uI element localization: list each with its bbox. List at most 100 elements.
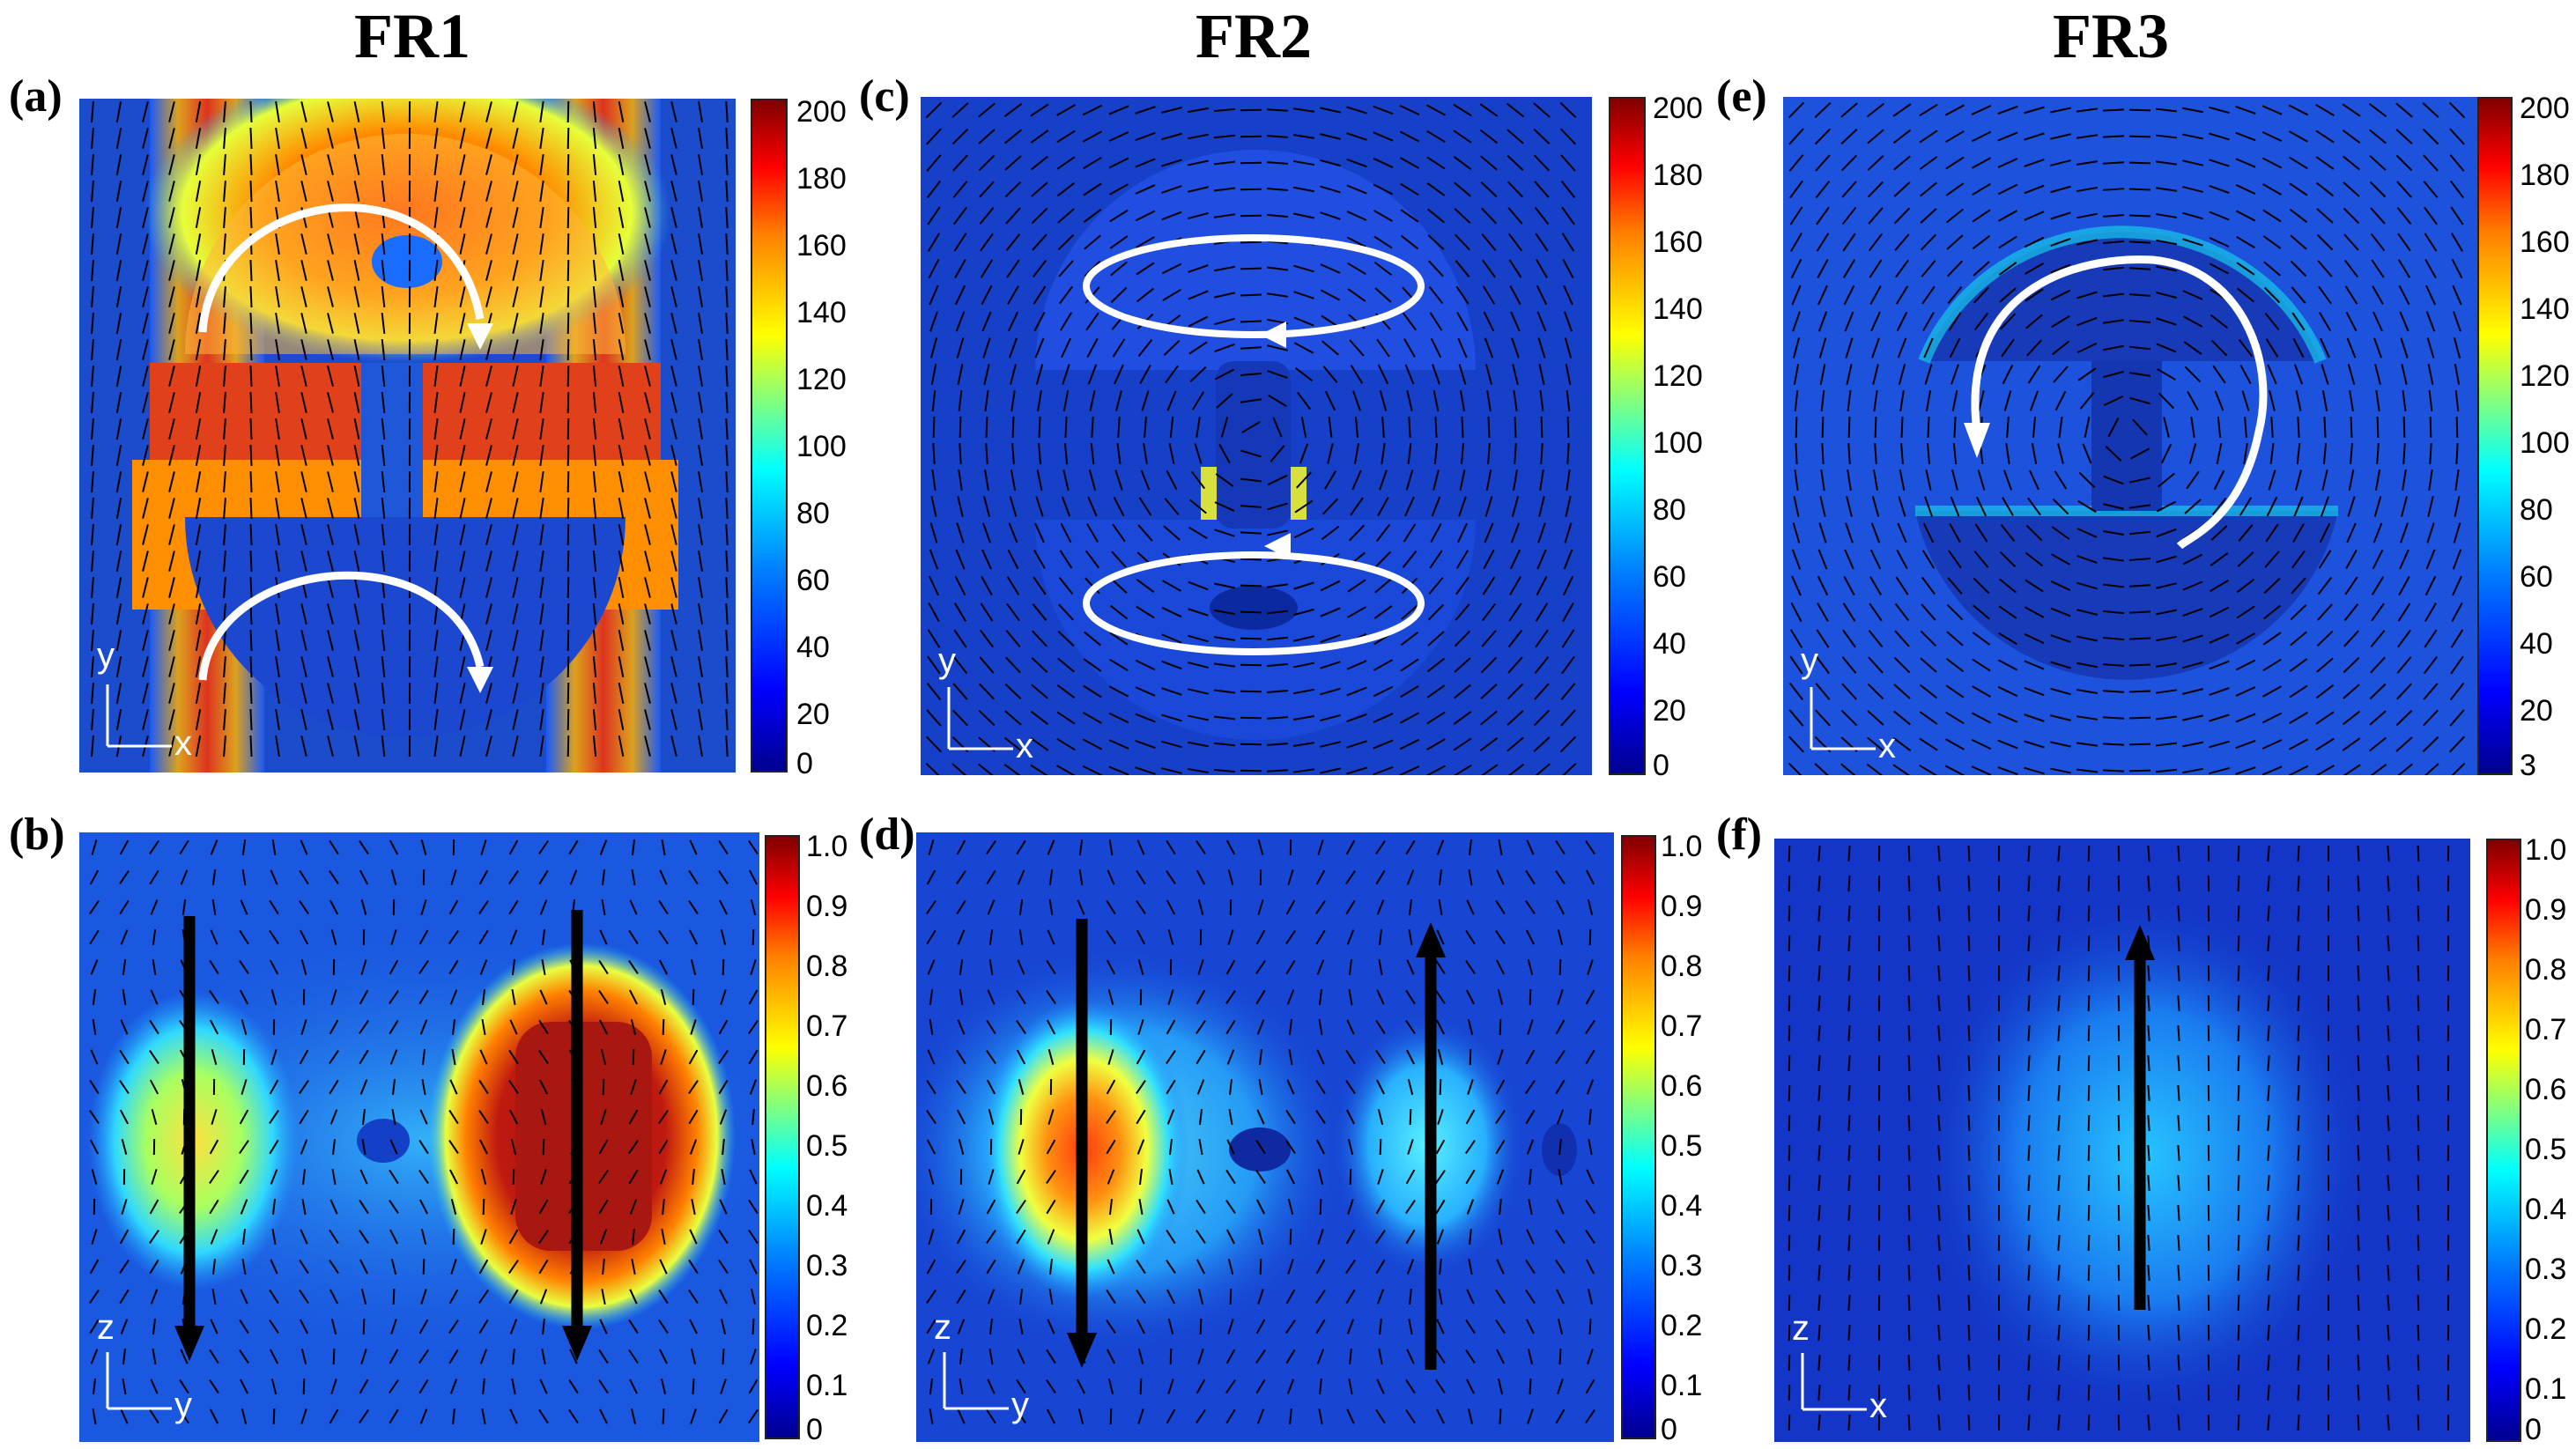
- vector-arrow: [1213, 742, 1236, 747]
- vector-arrow: [1378, 928, 1383, 946]
- panel-a-white-arrowhead-upper: [467, 323, 493, 350]
- vector-arrow: [359, 1049, 369, 1065]
- vector-arrow: [1320, 607, 1341, 617]
- vector-arrow: [1842, 603, 1856, 622]
- vector-arrow: [2397, 233, 2411, 252]
- vector-arrow: [2087, 1324, 2091, 1342]
- vector-arrow: [2316, 233, 2334, 251]
- vector-arrow: [1458, 364, 1467, 385]
- vector-arrow: [1315, 1259, 1326, 1275]
- vector-arrow: [2076, 662, 2098, 669]
- vector-arrow: [718, 1259, 729, 1275]
- vector-arrow: [1540, 442, 1543, 465]
- vector-arrow: [725, 259, 729, 282]
- vector-arrow: [1195, 869, 1206, 885]
- vector-arrow: [459, 471, 466, 492]
- vector-arrow: [618, 154, 625, 175]
- vector-arrow: [1108, 839, 1114, 856]
- vector-arrow: [644, 418, 651, 440]
- vector-arrow: [953, 629, 967, 648]
- vector-arrow: [1874, 442, 1877, 465]
- vector-arrow: [209, 1169, 219, 1185]
- panel-e-axis-indicator: [1810, 687, 1876, 750]
- vector-arrow: [1213, 134, 1236, 139]
- vector-arrow: [1788, 875, 1791, 892]
- vector-arrow: [1033, 550, 1046, 569]
- vector-arrow: [1919, 764, 1938, 775]
- vector-arrow: [697, 154, 704, 175]
- vector-arrow: [644, 656, 651, 677]
- vector-arrow: [1082, 104, 1103, 116]
- vector-arrow: [2051, 314, 2070, 329]
- vector-arrow: [751, 1138, 756, 1156]
- vector-arrow: [1031, 207, 1048, 225]
- vector-arrow: [485, 233, 492, 255]
- vector-arrow: [1078, 869, 1084, 886]
- vector-arrow: [2128, 743, 2151, 746]
- vector-arrow: [2209, 211, 2230, 221]
- vector-arrow: [2211, 497, 2227, 516]
- vector-arrow: [2417, 1144, 2420, 1162]
- vector-arrow: [1318, 1018, 1323, 1036]
- vector-arrow: [275, 523, 280, 546]
- vector-arrow: [1056, 711, 1076, 725]
- vector-arrow: [91, 180, 94, 203]
- vector-arrow: [91, 603, 94, 625]
- vector-arrow: [1868, 656, 1884, 674]
- vector-arrow: [2128, 345, 2151, 351]
- vector-arrow: [2024, 740, 2045, 749]
- vector-arrow: [1972, 182, 1991, 196]
- vector-arrow: [2182, 159, 2203, 166]
- vector-arrow: [1432, 364, 1440, 385]
- vector-arrow: [1847, 469, 1852, 492]
- vector-arrow: [509, 1408, 518, 1424]
- vector-arrow: [485, 498, 492, 519]
- vector-arrow: [1047, 929, 1055, 945]
- vector-arrow: [2156, 239, 2177, 246]
- vector-arrow: [539, 180, 544, 203]
- vector-arrow: [390, 929, 397, 945]
- vector-arrow: [1018, 1318, 1024, 1335]
- vector-arrow: [142, 709, 149, 730]
- panel-c-white-arrowhead-lower: [1264, 533, 1291, 559]
- vector-arrow: [1843, 285, 1855, 306]
- vector-arrow: [239, 1169, 249, 1185]
- vector-arrow: [1496, 1349, 1505, 1364]
- vector-arrow: [592, 576, 597, 599]
- vector-arrow: [1032, 630, 1047, 647]
- vector-arrow: [329, 839, 339, 855]
- vector-arrow: [979, 629, 995, 648]
- vector-arrow: [2235, 739, 2256, 750]
- tick: 0: [2525, 1413, 2542, 1446]
- vector-arrow: [725, 180, 729, 203]
- vector-arrow: [115, 445, 122, 466]
- vector-arrow: [1166, 1199, 1175, 1215]
- vector-arrow: [539, 1079, 548, 1095]
- tick: 120: [1653, 359, 1703, 393]
- vector-arrow: [1161, 687, 1182, 696]
- vector-arrow: [381, 523, 386, 546]
- vector-arrow: [1937, 875, 1941, 892]
- vector-arrow: [275, 285, 280, 308]
- vector-arrow: [1188, 264, 1209, 273]
- vector-arrow: [1455, 285, 1469, 305]
- vector-arrow: [1084, 550, 1100, 569]
- vector-arrow: [958, 1139, 965, 1155]
- vector-arrow: [1527, 959, 1534, 975]
- vector-arrow: [1293, 291, 1314, 299]
- vector-arrow: [1847, 845, 1851, 862]
- vector-arrow: [1195, 1409, 1206, 1423]
- vector-arrow: [2087, 1174, 2091, 1192]
- vector-arrow: [275, 391, 280, 414]
- panel-c-axis-label-horizontal: x: [1016, 727, 1033, 765]
- vector-arrow: [690, 959, 697, 975]
- vector-arrow: [1525, 1080, 1536, 1094]
- vector-arrow: [1429, 312, 1443, 331]
- vector-arrow: [389, 989, 399, 1005]
- vector-arrow: [1289, 1408, 1292, 1425]
- vector-arrow: [1062, 364, 1070, 385]
- vector-arrow: [2290, 631, 2307, 647]
- vector-arrow: [566, 233, 570, 255]
- vector-arrow: [209, 1199, 219, 1215]
- vector-arrow: [2050, 211, 2071, 220]
